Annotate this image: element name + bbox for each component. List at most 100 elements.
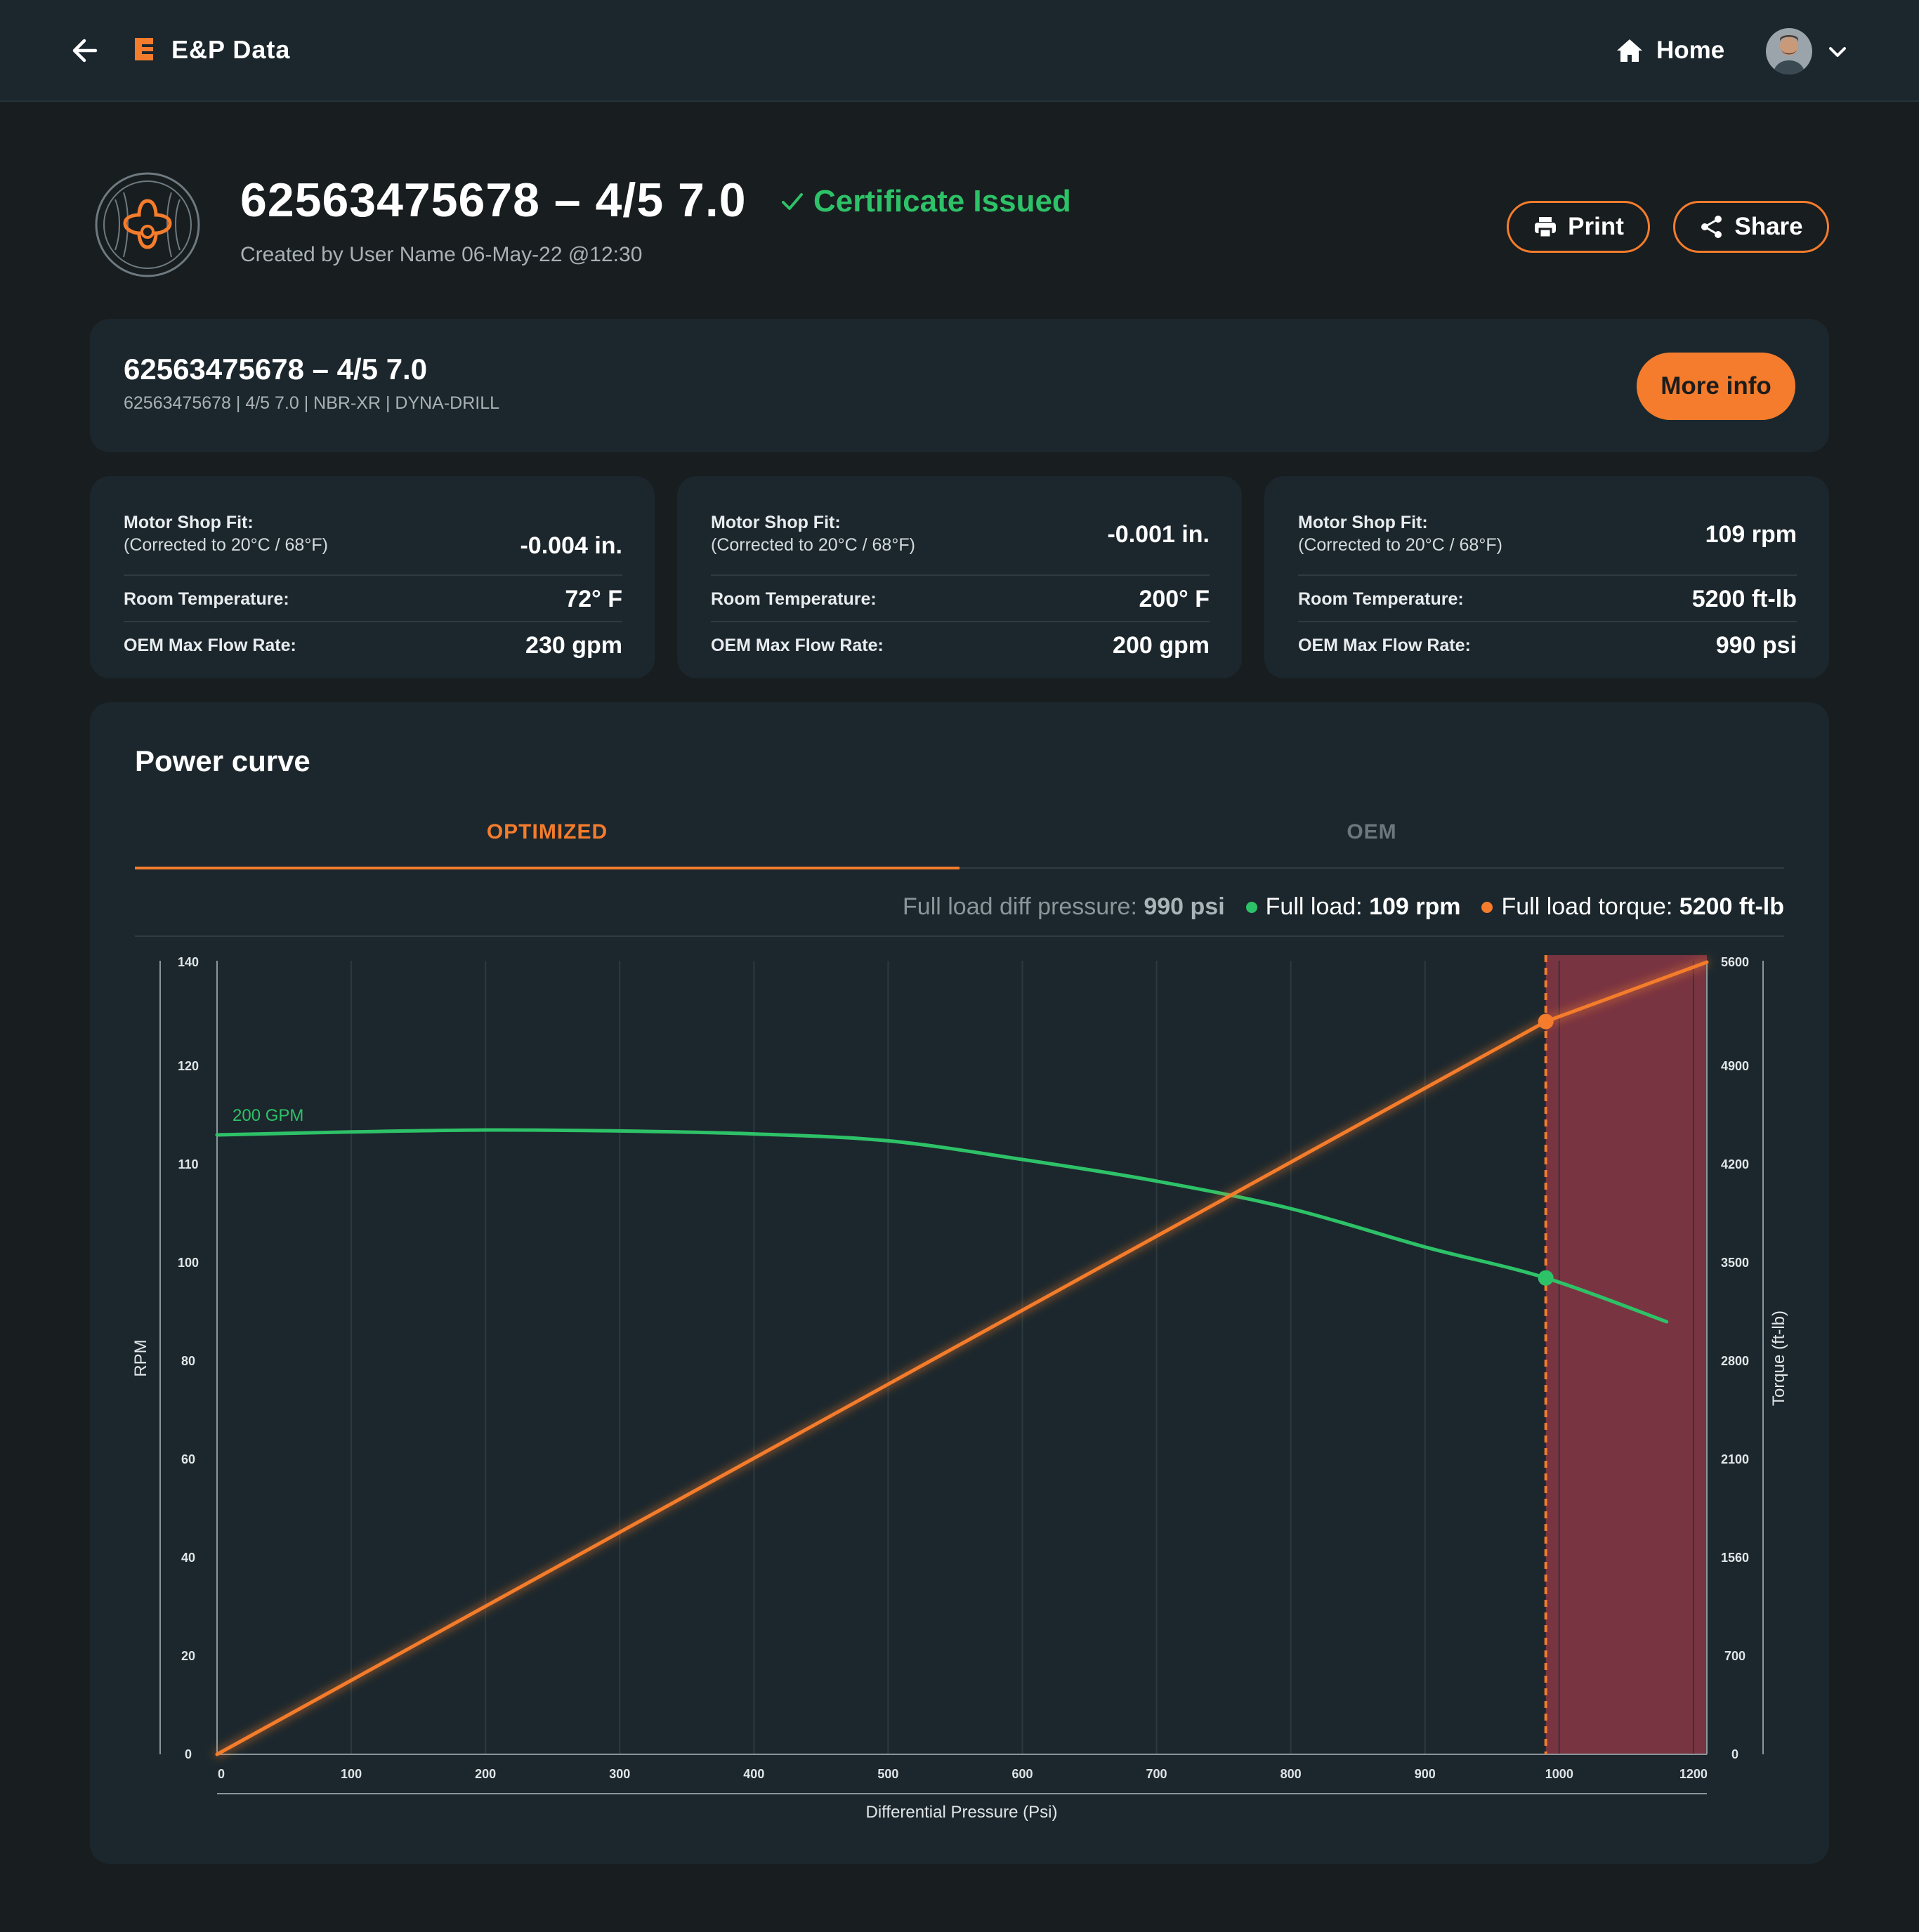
share-button[interactable]: Share: [1673, 201, 1829, 253]
x-tick-label: 800: [1281, 1767, 1302, 1781]
share-icon: [1701, 216, 1722, 238]
full-load-marker-dot: [1538, 1013, 1554, 1030]
spec-label: Room Temperature:: [711, 589, 877, 609]
x-tick-label: 900: [1415, 1767, 1436, 1781]
spec-card: Motor Shop Fit: (Corrected to 20°C / 68°F…: [1264, 476, 1829, 678]
spec-value: 5200 ft-lb: [1691, 586, 1797, 612]
spec-value: 990 psi: [1715, 632, 1797, 659]
power-curve-card: Power curve OPTIMIZED OEM Full load diff…: [90, 702, 1829, 1864]
legend-pressure-label: Full load diff pressure:: [903, 893, 1144, 920]
y-tick-label: 110: [178, 1157, 198, 1171]
back-arrow-icon[interactable]: [67, 32, 104, 69]
y2-tick-label: 700: [1724, 1649, 1746, 1663]
chevron-down-icon[interactable]: [1825, 39, 1850, 65]
power-curve-title: Power curve: [135, 744, 310, 777]
legend-pressure-value: 990 psi: [1144, 893, 1225, 920]
app-title[interactable]: E&P Data: [171, 35, 291, 64]
spec-label: Motor Shop Fit: (Corrected to 20°C / 68°F…: [124, 511, 328, 556]
spec-label-note: (Corrected to 20°C / 68°F): [711, 535, 915, 555]
print-button[interactable]: Print: [1507, 201, 1650, 253]
y2-tick-label: 5600: [1721, 955, 1749, 969]
spec-label-main: Motor Shop Fit:: [711, 513, 841, 532]
legend-torque-value: 5200 ft-lb: [1679, 893, 1784, 920]
spec-card: Motor Shop Fit: (Corrected to 20°C / 68°F…: [677, 476, 1242, 678]
spec-row: Motor Shop Fit: (Corrected to 20°C / 68°F…: [1298, 511, 1797, 576]
spec-row: Room Temperature: 200° F: [711, 576, 1210, 622]
y2-tick-label: 0: [1731, 1747, 1738, 1761]
top-nav-bar: E&P Data Home: [0, 0, 1919, 102]
spec-row: OEM Max Flow Rate: 200 gpm: [711, 622, 1210, 669]
spec-value: 109 rpm: [1705, 521, 1797, 548]
y2-tick-label: 2100: [1721, 1452, 1749, 1466]
legend-load-label: Full load:: [1265, 893, 1370, 920]
app-logo-icon: [132, 37, 156, 62]
x-axis-label: Differential Pressure (Psi): [866, 1803, 1058, 1822]
print-label: Print: [1568, 213, 1624, 240]
legend-torque-label: Full load torque:: [1501, 893, 1679, 920]
torque-line: [215, 960, 1709, 1756]
spec-value: -0.004 in.: [520, 532, 622, 559]
full-load-marker-dot: [1538, 1270, 1554, 1286]
legend-green-dot: [1245, 901, 1257, 913]
spec-label: OEM Max Flow Rate:: [711, 636, 884, 655]
y-tick-label: 40: [181, 1551, 195, 1565]
legend-divider: [135, 935, 1784, 937]
chart-legend: Full load diff pressure: 990 psi Full lo…: [903, 893, 1784, 921]
y2-tick-label: 4200: [1721, 1157, 1749, 1171]
spec-value: 230 gpm: [525, 632, 622, 659]
series-label-200-gpm: 200 GPM: [232, 1106, 303, 1125]
x-tick-label: 200: [475, 1767, 496, 1781]
home-link[interactable]: Home: [1616, 31, 1724, 70]
y2-axis-label: Torque (ft-lb): [1769, 1310, 1788, 1406]
legend-full-load: Full load: 109 rpm: [1245, 893, 1460, 921]
tab-oem[interactable]: OEM: [960, 820, 1784, 869]
home-icon: [1617, 39, 1642, 62]
spec-row: Motor Shop Fit: (Corrected to 20°C / 68°F…: [124, 511, 622, 576]
certificate-status-label: Certificate Issued: [813, 184, 1071, 218]
spec-label-note: (Corrected to 20°C / 68°F): [124, 535, 328, 555]
spec-value: 72° F: [565, 586, 622, 612]
danger-zone: [1545, 955, 1707, 1754]
power-curve-chart: 0 20 40 60 80 100 110 120 140 0 700 1560 2100 2800 350…: [131, 955, 1788, 1822]
rpm-curve-line: [215, 1128, 1669, 1324]
y-tick-label: 20: [181, 1649, 195, 1663]
share-label: Share: [1734, 213, 1803, 240]
motor-info-card: 62563475678 – 4/5 7.0 62563475678 | 4/5 …: [90, 319, 1829, 452]
spec-value: 200° F: [1139, 586, 1210, 612]
certificate-status: Certificate Issued: [781, 184, 1071, 219]
user-avatar[interactable]: [1766, 28, 1812, 74]
y-tick-label: 80: [181, 1354, 195, 1368]
tab-optimized[interactable]: OPTIMIZED: [135, 820, 960, 869]
legend-orange-dot: [1481, 901, 1493, 913]
y2-tick-label: 3500: [1721, 1256, 1749, 1270]
x-tick-label: 700: [1146, 1767, 1167, 1781]
y-axis-label: RPM: [131, 1339, 150, 1376]
spec-row: OEM Max Flow Rate: 230 gpm: [124, 622, 622, 669]
legend-pressure: Full load diff pressure: 990 psi: [903, 893, 1225, 921]
x-tick-label: 1200: [1679, 1767, 1708, 1781]
spec-label: Room Temperature:: [124, 589, 289, 609]
spec-row: Motor Shop Fit: (Corrected to 20°C / 68°F…: [711, 511, 1210, 576]
motor-info-subtitle: 62563475678 | 4/5 7.0 | NBR-XR | DYNA-DR…: [124, 393, 500, 413]
x-tick-label: 100: [341, 1767, 362, 1781]
checkmark-icon: [782, 193, 803, 210]
spec-label: Room Temperature:: [1298, 589, 1464, 609]
spec-label: OEM Max Flow Rate:: [1298, 636, 1471, 655]
more-info-button[interactable]: More info: [1637, 353, 1795, 420]
spec-row: Room Temperature: 72° F: [124, 576, 622, 622]
x-tick-label: 600: [1011, 1767, 1033, 1781]
spec-label-main: Motor Shop Fit:: [1298, 513, 1428, 532]
legend-full-load-torque: Full load torque: 5200 ft-lb: [1481, 893, 1784, 921]
y2-tick-label: 1560: [1721, 1551, 1749, 1565]
y-tick-label: 100: [178, 1256, 199, 1270]
created-by-text: Created by User Name 06-May-22 @12:30: [240, 243, 643, 266]
spec-row: Room Temperature: 5200 ft-lb: [1298, 576, 1797, 622]
spec-label: OEM Max Flow Rate:: [124, 636, 296, 655]
spec-label: Motor Shop Fit: (Corrected to 20°C / 68°F…: [1298, 511, 1502, 556]
x-tick-label: 0: [218, 1767, 225, 1781]
x-tick-label: 300: [609, 1767, 630, 1781]
y2-tick-label: 4900: [1721, 1059, 1749, 1073]
x-tick-label: 1000: [1545, 1767, 1573, 1781]
y-tick-label: 140: [178, 955, 199, 969]
spec-value: 200 gpm: [1113, 632, 1210, 659]
